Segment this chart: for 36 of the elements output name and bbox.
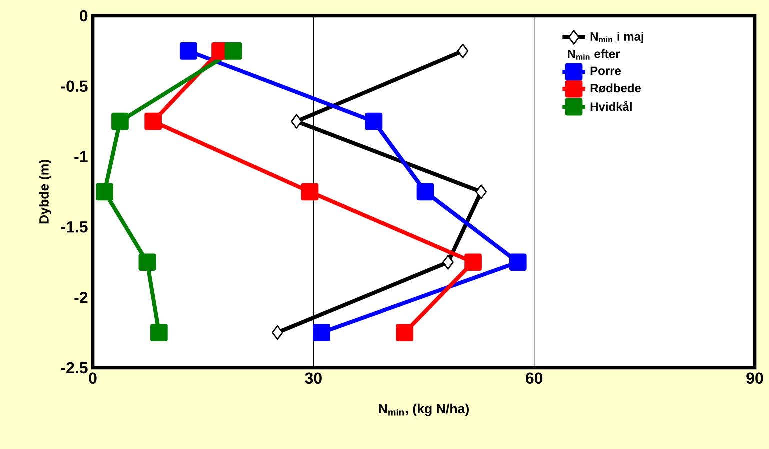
legend-label: Hvidkål (590, 101, 632, 112)
legend-label: N$_{min}$ i maj (590, 32, 644, 44)
y-tick-label: 0 (80, 10, 88, 22)
point (291, 114, 302, 129)
legend-label: Rødbede (590, 84, 642, 93)
point (112, 112, 129, 130)
y-tick-label: -1.5 (61, 222, 88, 233)
y-axis-title: Dybde (m) (39, 160, 52, 224)
y-tick-label: -2 (74, 292, 88, 304)
point (150, 324, 168, 342)
point (224, 42, 242, 60)
point (464, 254, 482, 272)
point (301, 183, 319, 201)
point (272, 325, 284, 340)
point (144, 112, 162, 130)
point (96, 183, 114, 201)
point (476, 184, 488, 200)
x-tick-label: 90 (746, 372, 764, 384)
point (442, 255, 454, 270)
x-axis-title: N$_{min}$, (kg N/ha) (379, 404, 470, 416)
point (457, 44, 469, 59)
x-tick-label: 30 (305, 372, 322, 384)
point (313, 324, 330, 342)
point (180, 42, 198, 60)
x-tick-label: 60 (526, 372, 543, 384)
point (138, 254, 156, 272)
y-tick-label: -2.5 (61, 362, 88, 374)
point (509, 254, 527, 272)
legend-title: N$_{min}$ efter (568, 50, 620, 60)
point (396, 324, 414, 342)
point (365, 112, 383, 130)
point (416, 183, 434, 201)
x-tick-label: 0 (89, 372, 97, 384)
legend-label: Porre (590, 66, 622, 76)
y-tick-label: -1 (74, 151, 88, 162)
y-tick-label: -0.5 (61, 80, 88, 92)
